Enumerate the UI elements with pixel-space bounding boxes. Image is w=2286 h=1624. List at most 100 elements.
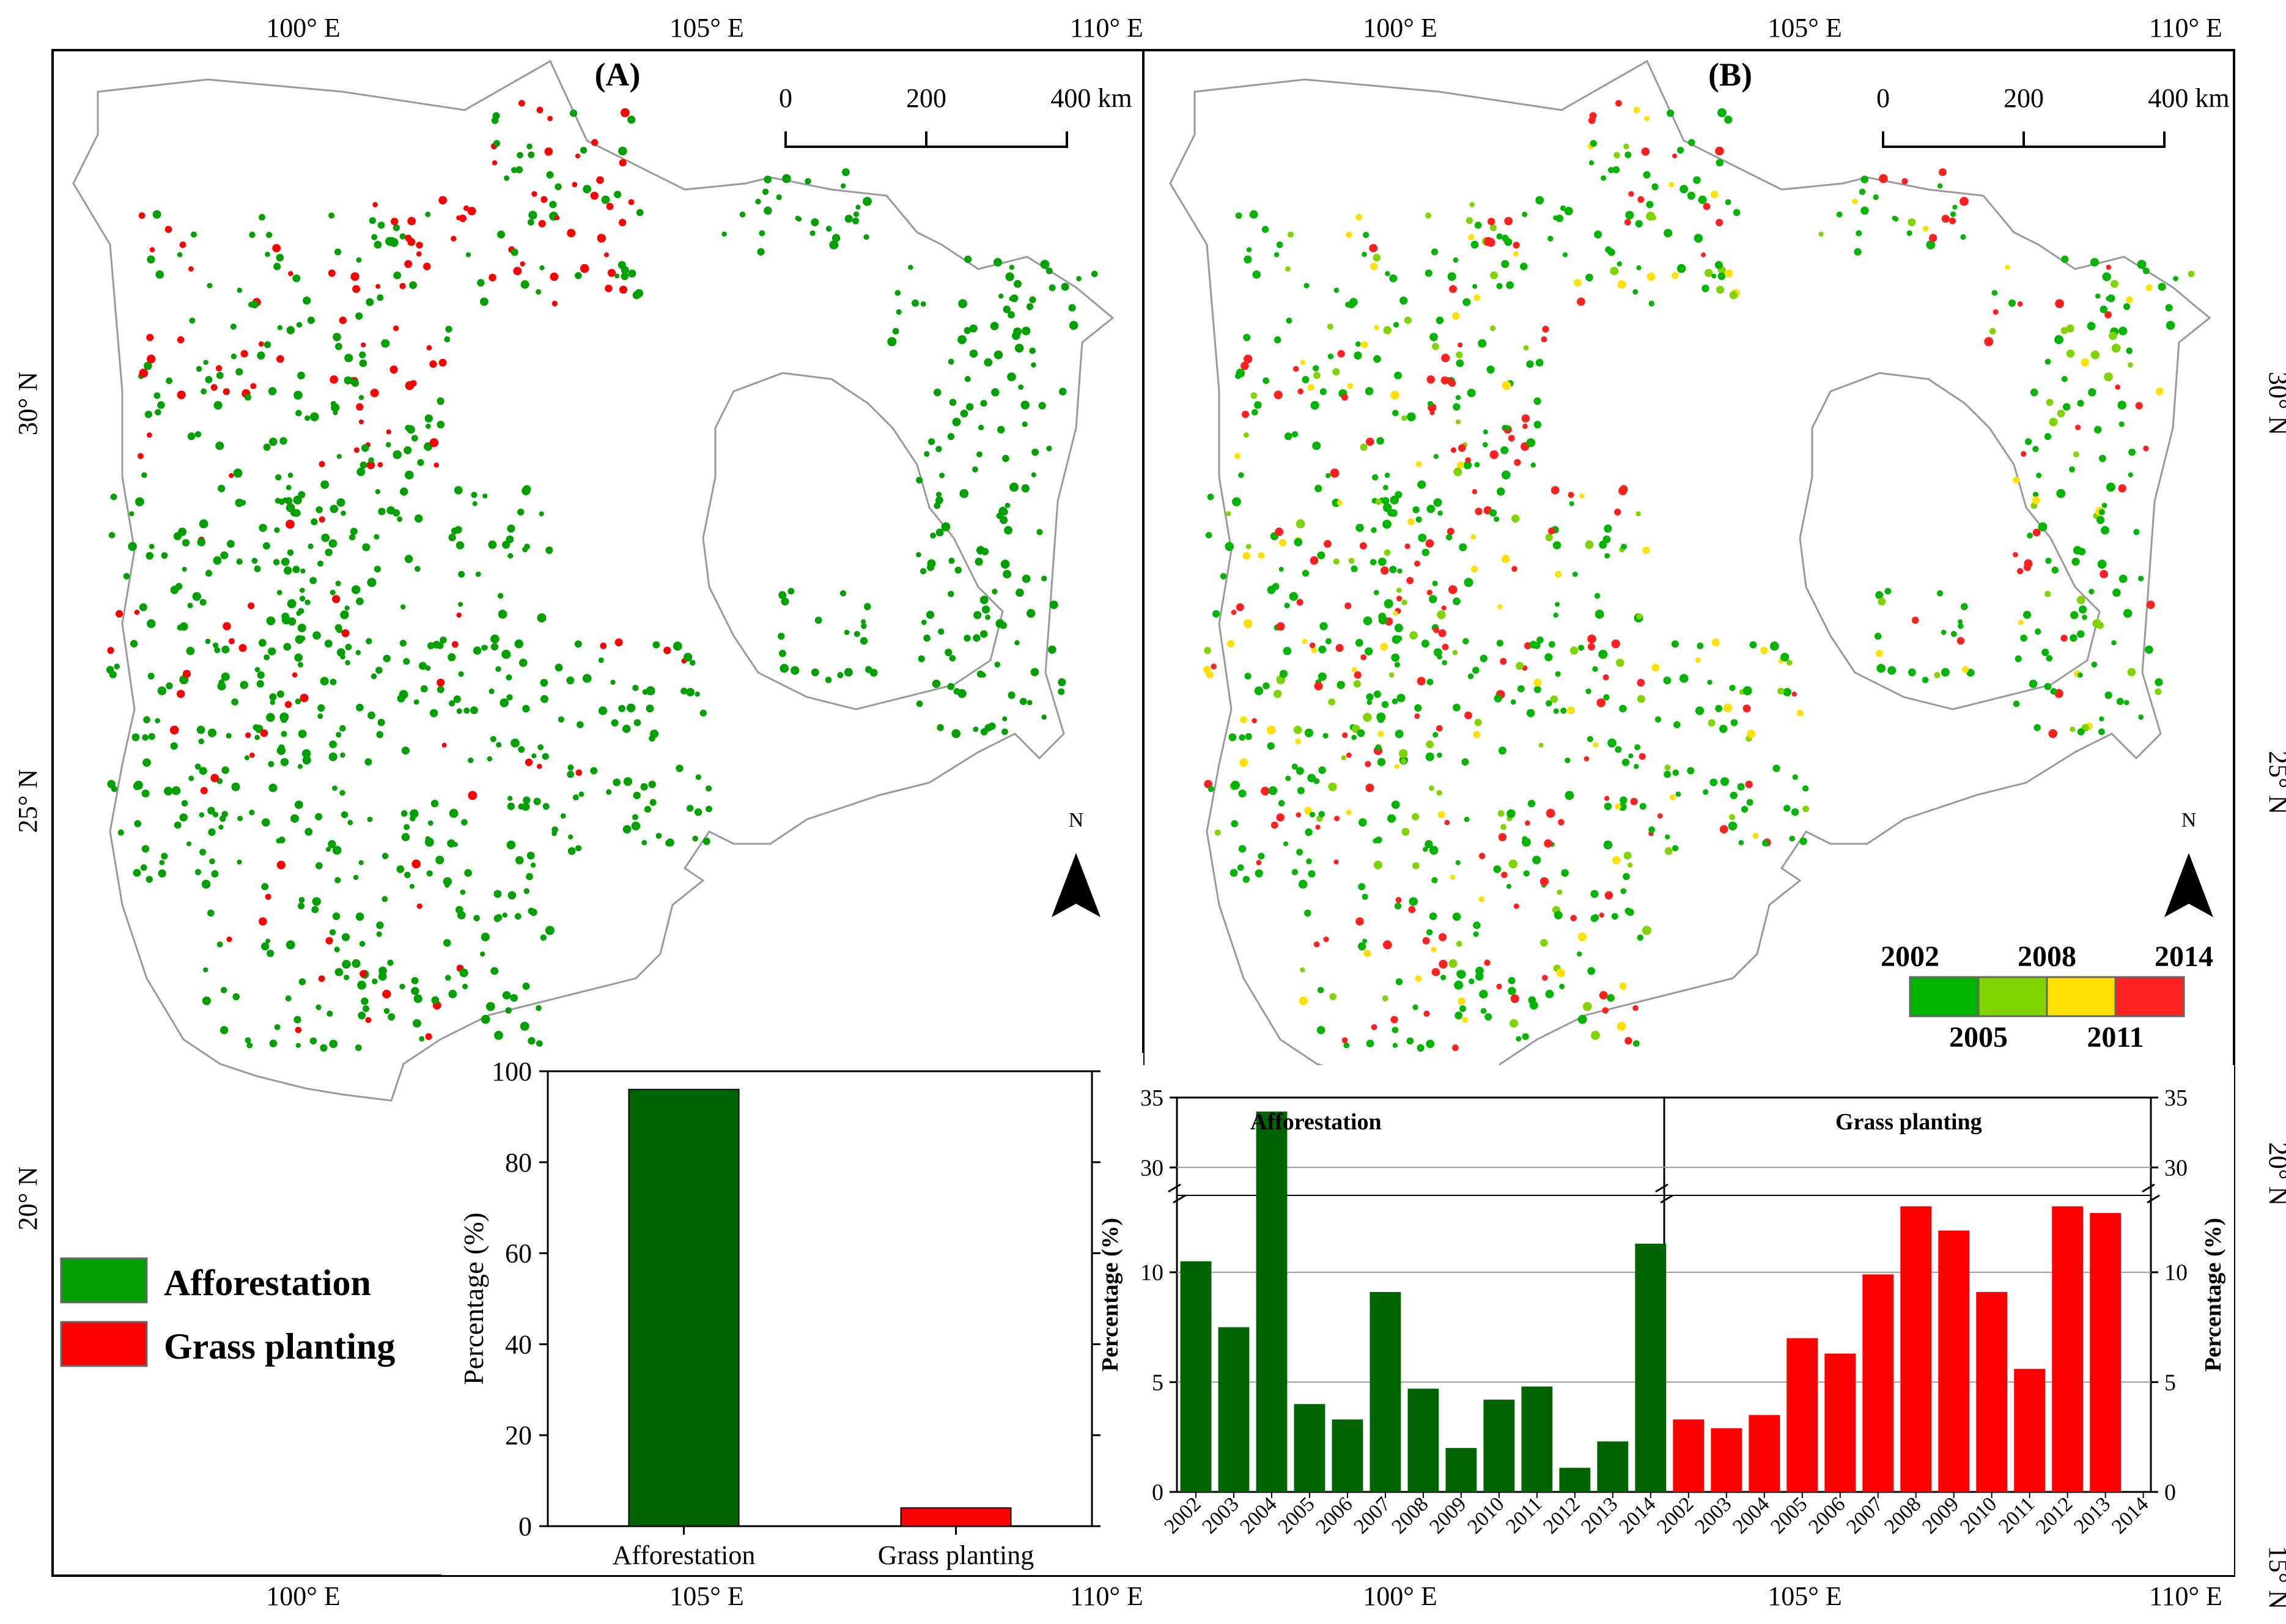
project-point [1453,703,1461,712]
project-point [1357,729,1365,737]
project-point [377,294,384,301]
project-point [1426,929,1433,936]
project-point [1535,196,1544,205]
inset-b-bar [1332,1419,1363,1492]
lat-labels: 30° N 25° N 20° N 30° N 25° N 20° N 15° … [13,372,2286,1609]
scale-b-0: 0 [1876,83,1890,113]
legend-b-swatch-1 [1909,976,1980,1017]
project-point [1008,691,1016,699]
project-point [1498,833,1507,841]
project-point [359,461,367,469]
project-point [1560,205,1566,212]
project-point [164,226,172,234]
project-point [448,533,456,542]
inset-a-plot-frame [547,1070,1093,1527]
project-point [1791,808,1799,816]
project-point [1876,649,1883,657]
project-point [147,673,155,680]
project-point [1382,520,1392,529]
project-point [1728,821,1738,831]
project-point [632,290,641,300]
project-point [1429,595,1437,603]
project-point [1587,967,1596,975]
project-point [1506,281,1514,289]
project-point [2060,635,2068,642]
project-point [149,544,155,550]
project-point [1437,511,1443,516]
project-point [1585,540,1594,549]
project-point [366,638,372,644]
project-point [123,573,130,580]
project-point [1204,647,1211,654]
project-point [1256,860,1262,866]
project-point [1703,202,1711,210]
project-point [1651,183,1659,191]
project-point [1462,1017,1469,1024]
project-point [297,624,306,632]
project-point [692,835,698,842]
project-point [517,152,523,159]
project-point [1532,855,1541,865]
project-point [1058,678,1066,687]
project-point [201,879,211,889]
project-point [1901,178,1908,185]
project-point [1450,447,1456,453]
project-point [416,242,423,249]
project-point [2025,438,2032,445]
project-point [275,474,282,481]
project-point [1392,410,1399,416]
inset-b-bar [1445,1448,1477,1492]
project-point [336,627,342,633]
project-point [1984,337,1994,347]
project-point [1772,764,1780,772]
project-point [1341,394,1348,401]
project-point [518,659,528,667]
project-point [1285,266,1291,272]
project-point [957,335,967,344]
project-point [237,816,243,822]
project-point [425,1033,432,1040]
project-point [1478,896,1485,902]
project-point [1511,514,1520,523]
project-point [1357,942,1366,951]
project-point [673,641,682,651]
project-point [1639,803,1646,810]
project-point [809,230,816,236]
project-point [1238,845,1247,853]
project-point [465,252,471,257]
project-point [303,297,311,305]
inset-b-bar [1370,1292,1401,1492]
project-point [2066,324,2074,333]
project-point [1588,160,1595,166]
project-point [973,634,981,642]
project-point [280,758,289,767]
project-point [1000,515,1008,525]
project-point [1719,725,1728,733]
project-point [980,400,987,407]
project-point [1723,703,1733,713]
project-point [359,359,367,367]
project-point [1362,893,1368,900]
project-point [1377,716,1384,723]
project-point [1254,686,1264,696]
project-point [240,350,248,358]
project-point [367,711,375,720]
project-point [506,535,514,544]
project-point [921,619,927,626]
project-point [315,1004,322,1010]
project-point [1542,325,1549,333]
project-point [1875,591,1884,599]
project-point [1852,199,1858,205]
project-point [1496,233,1503,240]
project-point [1557,889,1563,895]
project-point [443,877,452,886]
legend-b-label-2008: 2008 [2018,940,2076,973]
project-point [1365,647,1373,655]
project-point [2143,445,2149,452]
project-point [1769,641,1779,651]
project-point [1604,802,1612,811]
project-point [1615,746,1622,753]
project-point [400,604,406,610]
project-point [1480,654,1488,663]
project-point [1442,660,1447,666]
